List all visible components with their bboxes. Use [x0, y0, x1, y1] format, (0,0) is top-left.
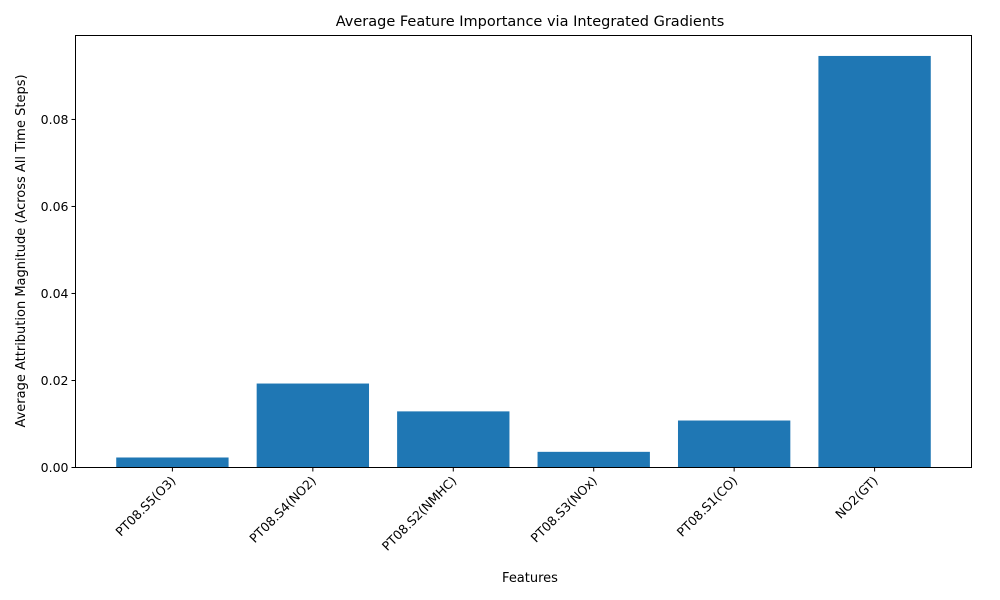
x-axis: PT08.S5(O3) PT08.S4(NO2) PT08.S2(NMHC) PT08… [112, 467, 881, 554]
x-tick-label: NO2(GT) [832, 473, 881, 522]
bars [116, 55, 931, 468]
bar-pt08-s4-no2 [256, 383, 370, 468]
y-tick-label: 0.04 [41, 286, 69, 301]
x-axis-label: Features [502, 571, 558, 586]
x-tick-label: PT08.S1(CO) [674, 473, 741, 540]
bar-pt08-s1-co [677, 420, 791, 468]
y-tick-label: 0.08 [41, 112, 69, 127]
bar-pt08-s5-o3 [116, 457, 229, 468]
x-tick-label: PT08.S2(NMHC) [379, 473, 460, 554]
y-axis: 0.00 0.02 0.04 0.06 0.08 [41, 112, 76, 475]
bar-pt08-s2-nmhc [397, 411, 510, 468]
x-tick-label: PT08.S3(NOx) [528, 473, 600, 545]
bar-no2-gt [818, 55, 931, 468]
plot-frame [75, 35, 972, 468]
y-tick-label: 0.06 [41, 199, 69, 214]
y-tick-label: 0.00 [41, 460, 69, 475]
bar-pt08-s3-nox [537, 451, 650, 468]
y-tick-label: 0.02 [41, 373, 69, 388]
y-axis-label: Average Attribution Magnitude (Across Al… [14, 74, 29, 427]
chart-title: Average Feature Importance via Integrate… [336, 14, 725, 30]
x-tick-label: PT08.S4(NO2) [246, 473, 319, 546]
x-tick-label: PT08.S5(O3) [112, 473, 178, 539]
